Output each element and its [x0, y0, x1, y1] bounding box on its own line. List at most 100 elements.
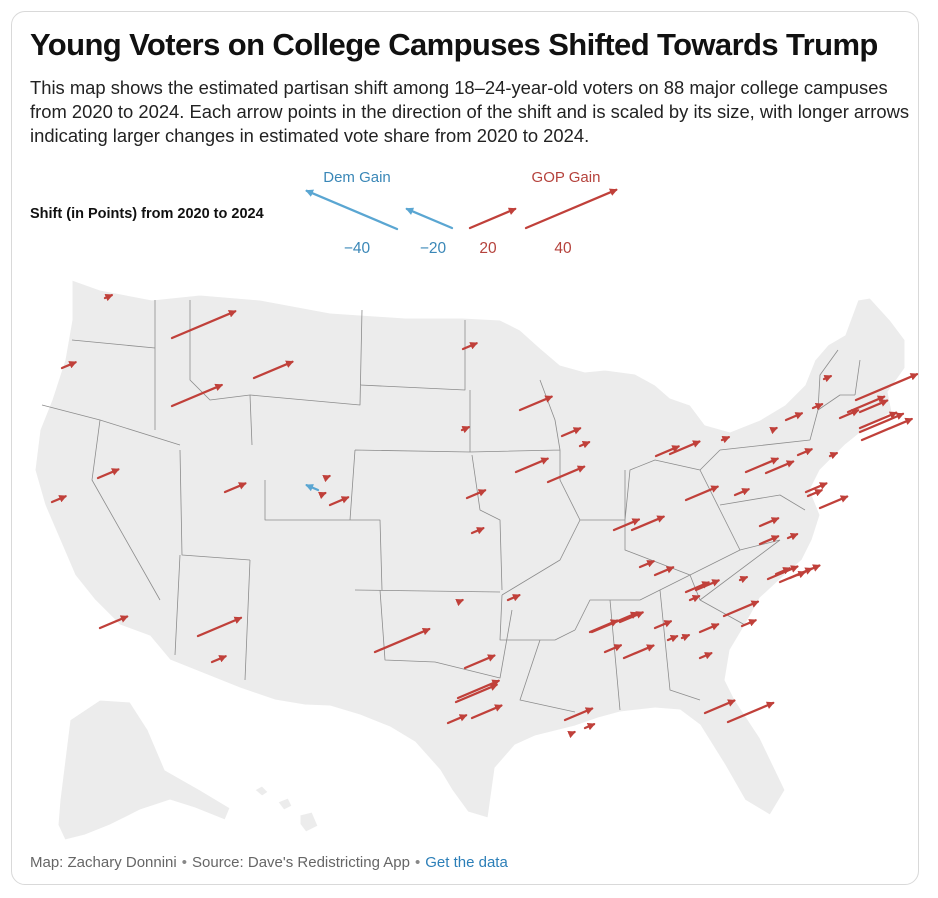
- campus-arrow: [774, 567, 791, 576]
- hawaii: [254, 785, 319, 833]
- page-subtitle: This map shows the estimated partisan sh…: [30, 77, 910, 146]
- state-borders: [41, 300, 861, 713]
- campus-arrow: [684, 581, 711, 594]
- campus-arrow: [196, 616, 243, 638]
- campus-arrow: [688, 595, 701, 603]
- campus-arrow: [684, 485, 720, 502]
- campus-arrow: [860, 417, 914, 442]
- footer: Map: Zachary Donnini • Source: Dave's Redi…: [30, 854, 508, 871]
- campus-arrow: [680, 633, 691, 642]
- campus-arrow: [170, 310, 237, 340]
- campus-arrow: [822, 374, 833, 383]
- campus-arrow: [103, 293, 114, 302]
- campus-arrow: [818, 495, 849, 510]
- footer-separator: •: [181, 854, 187, 871]
- campus-arrow: [733, 488, 750, 497]
- campus-arrow: [796, 570, 807, 579]
- campus-arrow: [470, 704, 503, 720]
- campus-arrow: [703, 699, 736, 715]
- campus-arrow: [726, 701, 775, 724]
- campus-arrow: [514, 457, 550, 474]
- legend-arrow: [468, 207, 517, 230]
- campus-arrow: [720, 435, 731, 444]
- campus-arrow: [698, 652, 713, 660]
- campus-arrow: [322, 474, 331, 483]
- campus-arrow: [328, 496, 350, 507]
- campus-arrow: [470, 527, 485, 535]
- campus-arrow: [858, 399, 889, 414]
- campus-arrow: [305, 484, 320, 492]
- legend-value-neg20: −20: [420, 240, 447, 257]
- campus-arrow: [50, 495, 67, 504]
- campus-arrow: [603, 644, 623, 654]
- campus-arrow: [583, 723, 596, 731]
- legend-arrow: [305, 189, 399, 231]
- get-data-link[interactable]: Get the data: [425, 854, 508, 871]
- campus-arrow: [460, 425, 471, 434]
- campus-arrow: [722, 600, 760, 618]
- campus-arrow: [738, 575, 749, 584]
- campus-arrow: [622, 644, 655, 660]
- campus-arrow: [373, 627, 431, 654]
- campus-arrow: [170, 383, 224, 408]
- campus-arrow: [465, 489, 487, 500]
- campus-arrow: [858, 411, 898, 430]
- legend-value-20: 20: [479, 240, 497, 257]
- campus-arrow: [828, 451, 839, 460]
- alaska: [57, 699, 231, 841]
- campus-arrow: [455, 598, 464, 607]
- campus-arrow: [223, 482, 247, 494]
- campus-arrow: [590, 611, 639, 634]
- campus-arrow: [769, 426, 778, 435]
- campus-arrow: [811, 403, 824, 411]
- campus-arrow: [744, 457, 780, 474]
- campus-arrow: [96, 468, 120, 480]
- campus-arrow: [630, 515, 666, 532]
- campus-arrow: [210, 655, 227, 664]
- campus-arrow: [668, 440, 701, 456]
- legend-value-40: 40: [554, 240, 572, 257]
- footer-source: Source: Dave's Redistricting App: [192, 854, 410, 871]
- campus-arrow: [653, 620, 673, 630]
- legend-arrow: [524, 188, 618, 230]
- page-title: Young Voters on College Campuses Shifted…: [30, 27, 878, 62]
- campus-arrow: [454, 683, 499, 704]
- legend-dem-label: Dem Gain: [323, 169, 391, 186]
- campus-arrow: [463, 654, 496, 670]
- campus-arrow: [764, 460, 795, 475]
- campus-arrow: [786, 533, 799, 541]
- campus-arrow: [506, 594, 521, 602]
- campus-arrow: [804, 482, 828, 494]
- campus-arrow: [461, 342, 478, 351]
- legend-value-neg40: −40: [344, 240, 371, 257]
- campus-arrow: [317, 491, 327, 500]
- campus-arrow: [612, 518, 641, 532]
- campus-arrow: [60, 361, 77, 370]
- campus-arrow: [806, 489, 823, 498]
- campus-arrow: [740, 619, 757, 628]
- campus-arrow: [638, 560, 655, 569]
- contiguous-us: [34, 279, 906, 819]
- campus-arrow: [758, 535, 780, 546]
- legend-gop-label: GOP Gain: [532, 169, 601, 186]
- campus-arrow: [653, 566, 675, 577]
- legend: Shift (in Points) from 2020 to 2024 Dem …: [30, 169, 618, 257]
- campus-arrow: [838, 409, 860, 420]
- campus-arrow: [854, 373, 919, 402]
- campus-arrow: [546, 465, 586, 484]
- campus-arrow: [563, 707, 594, 722]
- us-landmass: [34, 279, 906, 841]
- campus-arrow: [666, 635, 679, 643]
- campus-arrow: [796, 448, 813, 457]
- campus-arrow: [618, 611, 645, 624]
- campus-arrow: [518, 395, 554, 412]
- campus-arrows: [50, 293, 919, 739]
- campus-arrow: [578, 441, 591, 449]
- campus-arrow: [560, 427, 582, 438]
- legend-arrows: [305, 188, 618, 231]
- campus-arrow: [446, 714, 468, 725]
- campus-arrow: [98, 615, 129, 630]
- campus-arrow: [858, 412, 905, 434]
- campus-arrow: [698, 623, 720, 634]
